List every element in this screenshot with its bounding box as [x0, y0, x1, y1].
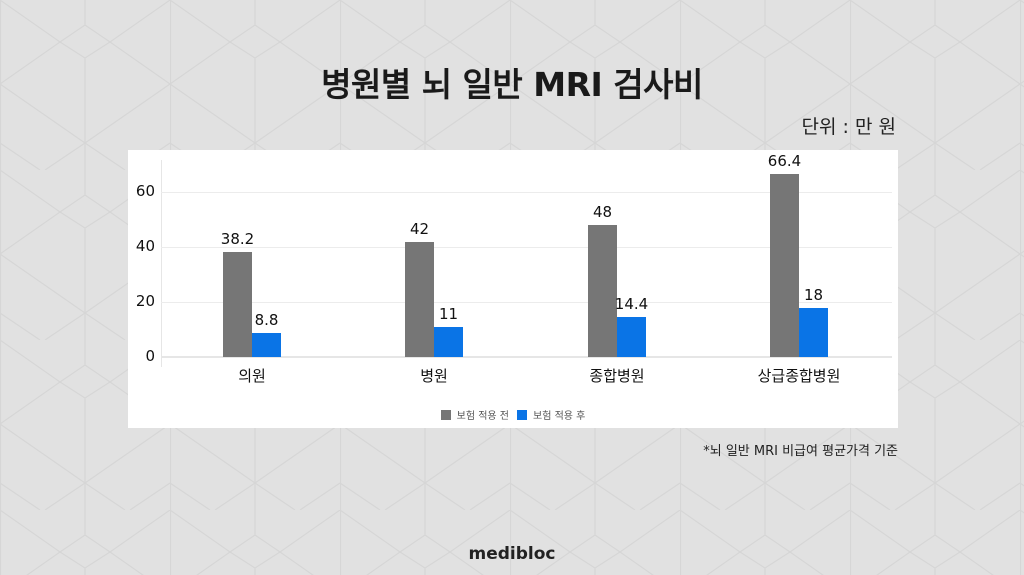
data-label: 11 — [438, 304, 459, 323]
gridline — [161, 247, 892, 248]
legend-item: 보험 적용 전 — [440, 407, 509, 422]
bar-before-insurance — [770, 174, 799, 357]
bar-before-insurance — [405, 241, 434, 357]
legend-label: 보험 적용 후 — [533, 411, 586, 422]
x-category-label: 병원 — [420, 367, 448, 385]
y-tick-label: 40 — [135, 237, 155, 255]
bar-after-insurance — [252, 332, 281, 357]
data-label: 38.2 — [220, 229, 255, 248]
y-axis-line — [161, 160, 162, 367]
bar-after-insurance — [434, 326, 463, 357]
legend-item: 보험 적용 후 — [517, 407, 585, 422]
y-tick-label: 20 — [135, 292, 155, 310]
brand-logo: medibloc — [468, 544, 556, 564]
data-label: 18 — [803, 285, 824, 304]
footnote: *뇌 일반 MRI 비급여 평균가격 기준 — [703, 444, 898, 459]
data-label: 14.4 — [614, 295, 649, 314]
unit-label: 단위 : 만 원 — [801, 116, 896, 138]
data-label: 66.4 — [767, 152, 802, 171]
bar-after-insurance — [799, 307, 828, 357]
x-category-label: 의원 — [238, 367, 266, 385]
y-tick-label: 60 — [135, 182, 155, 200]
page-title: 병원별 뇌 일반 MRI 검사비 — [321, 65, 703, 104]
bar-before-insurance — [588, 225, 617, 357]
x-axis-baseline — [161, 356, 892, 358]
data-label: 48 — [592, 203, 613, 221]
bar-after-insurance — [617, 317, 646, 357]
legend-label: 보험 적용 전 — [456, 411, 509, 422]
chart-legend: 보험 적용 전 보험 적용 후 — [128, 407, 898, 423]
gridline — [161, 302, 892, 303]
legend-swatch-icon — [517, 409, 527, 420]
data-label: 42 — [409, 219, 430, 238]
chart-container: 0 20 40 60 38.2 8.8 의원 42 11 병원 48 14.4 종합병원 66.4 18 상급… — [128, 150, 898, 428]
x-category-label: 상급종합병원 — [757, 367, 841, 385]
gridline — [161, 192, 892, 193]
plot-area: 0 20 40 60 38.2 8.8 의원 42 11 병원 48 14.4 종합병원 66.4 18 상급… — [136, 152, 892, 385]
x-category-label: 종합병원 — [589, 367, 645, 385]
bar-before-insurance — [223, 251, 252, 357]
legend-swatch-icon — [440, 409, 451, 420]
data-label: 8.8 — [254, 310, 279, 329]
y-tick-label: 0 — [145, 347, 155, 365]
